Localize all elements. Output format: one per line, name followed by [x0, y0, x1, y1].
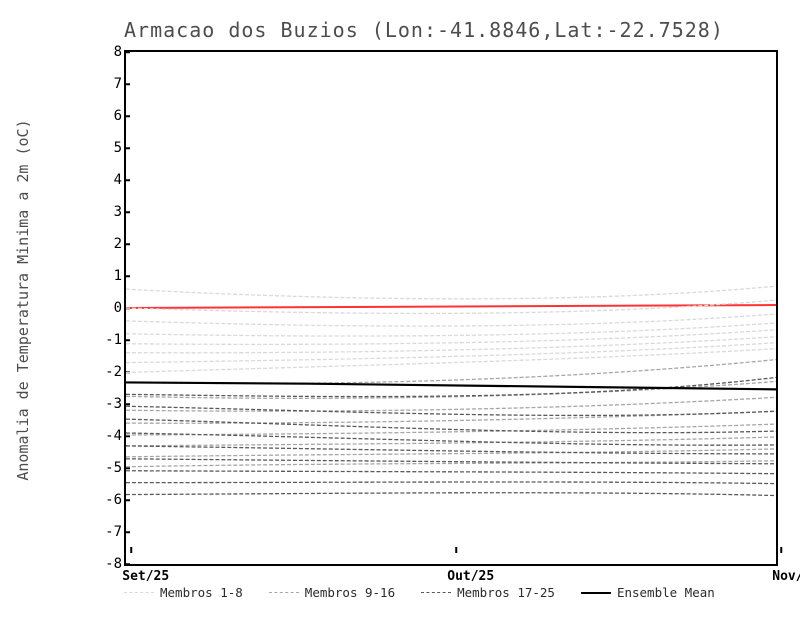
ytick-0: 0: [92, 300, 122, 316]
legend-swatch-membros-17-25: [421, 592, 451, 593]
legend-label-membros-17-25: Membros 17-25: [457, 585, 555, 600]
legend-item-ensemble-mean: Ensemble Mean: [581, 585, 715, 600]
ytick-neg3: -3: [92, 396, 122, 412]
ytick-neg4: -4: [92, 428, 122, 444]
y-axis-label: Anomalia de Temperatura Minima a 2m (oC): [14, 40, 32, 560]
ytick-neg6: -6: [92, 492, 122, 508]
chart-root: Armacao dos Buzios (Lon:-41.8846,Lat:-22…: [0, 0, 800, 618]
ytick-7: 7: [92, 76, 122, 92]
plot-area: 8 7 6 5 4 3 2 1 0 -1 -2 -3 -4 -5 -6 -7 -…: [124, 50, 778, 566]
ytick-4: 4: [92, 172, 122, 188]
ytick-8: 8: [92, 44, 122, 60]
membros-17-25-lines: [126, 377, 776, 495]
ensemble-mean-line: [126, 382, 776, 389]
legend-swatch-membros-1-8: [124, 592, 154, 593]
ytick-1: 1: [92, 268, 122, 284]
ytick-neg5: -5: [92, 460, 122, 476]
membros-1-8-lines: [126, 286, 776, 372]
chart-legend: Membros 1-8 Membros 9-16 Membros 17-25 E…: [124, 585, 778, 600]
xtick-out: Out/25: [447, 569, 494, 584]
ytick-2: 2: [92, 236, 122, 252]
legend-label-membros-1-8: Membros 1-8: [160, 585, 243, 600]
ytick-neg7: -7: [92, 524, 122, 540]
ytick-neg2: -2: [92, 364, 122, 380]
legend-item-membros-9-16: Membros 9-16: [269, 585, 395, 600]
xtick-nov: Nov/25: [772, 569, 800, 584]
chart-lines-svg: [126, 52, 776, 564]
legend-swatch-membros-9-16: [269, 592, 299, 593]
legend-label-ensemble-mean: Ensemble Mean: [617, 585, 715, 600]
ytick-neg8: -8: [92, 556, 122, 572]
legend-label-membros-9-16: Membros 9-16: [305, 585, 395, 600]
chart-title: Armacao dos Buzios (Lon:-41.8846,Lat:-22…: [124, 18, 724, 42]
xtick-set: Set/25: [122, 569, 169, 584]
ytick-3: 3: [92, 204, 122, 220]
ytick-6: 6: [92, 108, 122, 124]
ytick-5: 5: [92, 140, 122, 156]
legend-swatch-ensemble-mean: [581, 592, 611, 594]
ytick-neg1: -1: [92, 332, 122, 348]
legend-item-membros-17-25: Membros 17-25: [421, 585, 555, 600]
legend-item-membros-1-8: Membros 1-8: [124, 585, 243, 600]
